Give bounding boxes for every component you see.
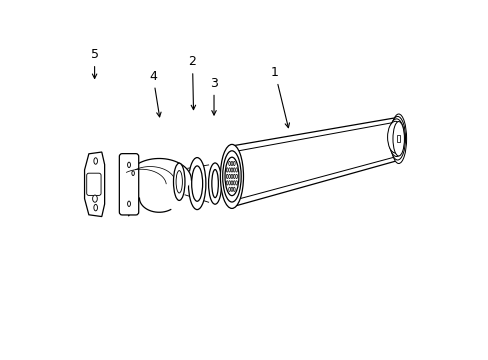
FancyBboxPatch shape [86, 173, 101, 195]
Text: 1: 1 [270, 66, 289, 128]
Ellipse shape [230, 187, 232, 192]
Text: 3: 3 [210, 77, 218, 115]
Ellipse shape [226, 174, 228, 179]
Text: 4: 4 [149, 69, 161, 117]
Ellipse shape [222, 151, 241, 202]
Ellipse shape [228, 187, 230, 192]
Ellipse shape [173, 163, 184, 201]
Ellipse shape [235, 181, 237, 185]
Ellipse shape [208, 163, 221, 204]
Ellipse shape [390, 114, 406, 163]
Ellipse shape [233, 168, 235, 172]
Text: 5: 5 [90, 48, 99, 78]
Ellipse shape [220, 144, 243, 208]
Ellipse shape [233, 174, 235, 179]
Ellipse shape [211, 170, 218, 198]
Ellipse shape [230, 168, 232, 172]
Ellipse shape [230, 161, 232, 166]
Ellipse shape [191, 166, 202, 201]
Ellipse shape [235, 174, 237, 179]
Ellipse shape [389, 116, 405, 160]
Ellipse shape [233, 161, 235, 166]
Ellipse shape [233, 181, 235, 185]
Ellipse shape [233, 187, 235, 192]
Ellipse shape [388, 119, 404, 157]
Ellipse shape [94, 204, 97, 211]
Ellipse shape [226, 168, 228, 172]
Bar [396, 135, 400, 142]
Text: 2: 2 [188, 55, 196, 110]
Ellipse shape [127, 201, 130, 206]
Ellipse shape [188, 158, 205, 210]
Ellipse shape [228, 161, 230, 166]
Ellipse shape [387, 121, 403, 153]
Polygon shape [128, 158, 191, 216]
Ellipse shape [92, 195, 97, 202]
Ellipse shape [235, 168, 237, 172]
Ellipse shape [228, 181, 230, 185]
Ellipse shape [176, 171, 182, 193]
Ellipse shape [94, 158, 97, 164]
Ellipse shape [230, 174, 232, 179]
Ellipse shape [230, 181, 232, 185]
Polygon shape [84, 152, 104, 217]
Ellipse shape [127, 162, 130, 167]
Ellipse shape [224, 157, 239, 195]
Ellipse shape [132, 171, 134, 176]
Ellipse shape [226, 181, 228, 185]
FancyBboxPatch shape [119, 154, 139, 215]
Ellipse shape [392, 122, 404, 156]
Ellipse shape [228, 168, 230, 172]
Ellipse shape [228, 174, 230, 179]
